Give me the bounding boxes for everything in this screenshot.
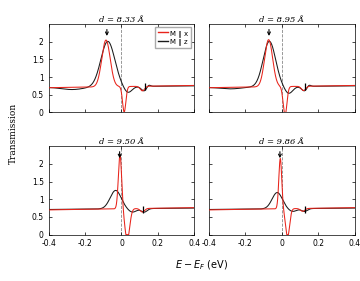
Title: d = 9.86 Å: d = 9.86 Å	[259, 138, 304, 146]
Title: d = 8.33 Å: d = 8.33 Å	[99, 16, 144, 24]
Text: $E - E_F\ \mathrm{(eV)}$: $E - E_F\ \mathrm{(eV)}$	[175, 259, 228, 272]
Legend: M ∥ x, M ∥ z: M ∥ x, M ∥ z	[156, 27, 191, 48]
Text: Transmission: Transmission	[9, 103, 18, 164]
Title: d = 9.50 Å: d = 9.50 Å	[99, 138, 144, 146]
Title: d = 8.95 Å: d = 8.95 Å	[259, 16, 304, 24]
